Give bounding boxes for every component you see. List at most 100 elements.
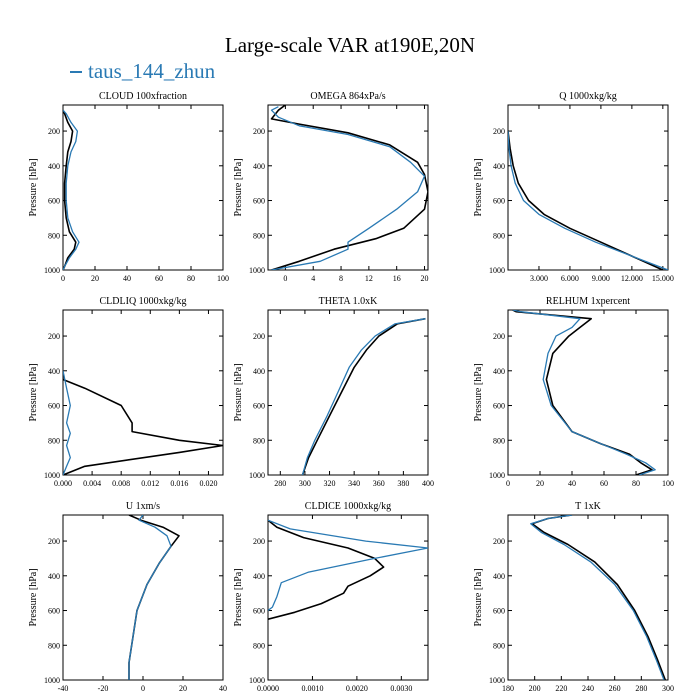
panel-frame xyxy=(267,309,429,476)
panel-title: CLDLIQ 1000xkg/kg xyxy=(100,296,187,307)
x-tick-label: -40 xyxy=(58,684,69,693)
panel-frame xyxy=(507,104,669,271)
y-tick-label: 200 xyxy=(48,332,60,341)
series-line-model xyxy=(301,317,426,475)
x-tick-label: 0 xyxy=(506,479,510,488)
panel-title: Q 1000xkg/kg xyxy=(559,91,617,102)
legend-label: taus_144_zhun xyxy=(88,59,216,83)
y-axis-label: Pressure [hPa] xyxy=(28,568,39,626)
series-line-model xyxy=(508,131,664,270)
y-tick-label: 1000 xyxy=(44,676,60,685)
x-tick-label: 40 xyxy=(123,274,131,283)
y-tick-label: 600 xyxy=(48,197,60,206)
x-tick-label: -20 xyxy=(98,684,109,693)
x-tick-label: 0 xyxy=(141,684,145,693)
panel-title: RELHUM 1xpercent xyxy=(546,296,630,307)
y-tick-label: 200 xyxy=(253,537,265,546)
panel-frame xyxy=(267,514,429,681)
y-tick-label: 200 xyxy=(493,127,505,136)
x-tick-label: 200 xyxy=(529,684,541,693)
x-tick-label: 0.0020 xyxy=(346,684,368,693)
y-tick-label: 800 xyxy=(48,436,60,445)
y-tick-label: 800 xyxy=(253,231,265,240)
x-tick-label: 0.0000 xyxy=(257,684,279,693)
series-line-model xyxy=(270,105,428,270)
series-line-model xyxy=(268,519,385,620)
x-tick-label: 180 xyxy=(502,684,514,693)
x-tick-label: 8 xyxy=(339,274,343,283)
y-tick-label: 1000 xyxy=(249,676,265,685)
panel-title: U 1xm/s xyxy=(126,501,160,512)
y-axis-label: Pressure [hPa] xyxy=(473,158,484,216)
x-tick-label: 12.000 xyxy=(621,274,643,283)
x-tick-label: 0.000 xyxy=(54,479,72,488)
y-tick-label: 800 xyxy=(493,231,505,240)
y-axis-label: Pressure [hPa] xyxy=(233,363,244,421)
y-tick-label: 400 xyxy=(48,367,60,376)
legend-line-swatch xyxy=(70,70,82,73)
panel-8: CLDICE 1000xkg/kg Pressure [hPa] 200 400 600… xyxy=(233,501,429,693)
y-tick-label: 200 xyxy=(253,332,265,341)
y-tick-label: 400 xyxy=(493,572,505,581)
x-tick-label: 16 xyxy=(393,274,401,283)
panel-title: THETA 1.0xK xyxy=(319,296,378,307)
x-tick-label: 280 xyxy=(635,684,647,693)
series-line-model xyxy=(531,515,667,680)
y-tick-label: 200 xyxy=(48,127,60,136)
panel-3: Q 1000xkg/kg Pressure [hPa] 200 400 600 800 10… xyxy=(473,91,674,283)
x-tick-label: 340 xyxy=(348,479,360,488)
y-tick-label: 800 xyxy=(253,436,265,445)
x-tick-label: 300 xyxy=(662,684,674,693)
x-tick-label: 0 xyxy=(283,274,287,283)
y-tick-label: 800 xyxy=(253,641,265,650)
y-tick-label: 1000 xyxy=(44,471,60,480)
y-tick-label: 200 xyxy=(493,332,505,341)
y-axis-label: Pressure [hPa] xyxy=(233,568,244,626)
y-axis-label: Pressure [hPa] xyxy=(28,158,39,216)
y-tick-label: 200 xyxy=(253,127,265,136)
x-tick-label: 0.004 xyxy=(83,479,101,488)
x-tick-label: 40 xyxy=(219,684,227,693)
y-tick-label: 400 xyxy=(48,572,60,581)
x-tick-label: 15.000 xyxy=(652,274,674,283)
y-tick-label: 600 xyxy=(493,197,505,206)
y-tick-label: 600 xyxy=(253,607,265,616)
y-tick-label: 600 xyxy=(493,607,505,616)
y-tick-label: 800 xyxy=(48,641,60,650)
x-tick-label: 100 xyxy=(662,479,674,488)
y-tick-label: 400 xyxy=(493,367,505,376)
y-tick-label: 400 xyxy=(493,162,505,171)
y-tick-label: 1000 xyxy=(249,471,265,480)
x-tick-label: 0.016 xyxy=(170,479,188,488)
y-tick-label: 600 xyxy=(253,402,265,411)
series-line-obs xyxy=(530,515,665,680)
series-line-obs xyxy=(128,515,172,680)
x-tick-label: 360 xyxy=(373,479,385,488)
y-tick-label: 1000 xyxy=(249,266,265,275)
series-line-obs xyxy=(63,370,71,475)
figure-title: Large-scale VAR at190E,20N xyxy=(224,33,476,57)
y-tick-label: 400 xyxy=(253,162,265,171)
series-line-model xyxy=(63,109,77,270)
x-tick-label: 0.012 xyxy=(141,479,159,488)
x-tick-label: 80 xyxy=(187,274,195,283)
y-tick-label: 1000 xyxy=(489,266,505,275)
x-tick-label: 6.000 xyxy=(561,274,579,283)
x-tick-label: 0.020 xyxy=(199,479,217,488)
y-tick-label: 600 xyxy=(48,402,60,411)
y-tick-label: 400 xyxy=(253,367,265,376)
x-tick-label: 0.008 xyxy=(112,479,130,488)
y-tick-label: 800 xyxy=(48,231,60,240)
y-axis-label: Pressure [hPa] xyxy=(473,568,484,626)
legend: taus_144_zhun xyxy=(70,59,215,84)
x-tick-label: 20 xyxy=(179,684,187,693)
x-tick-label: 100 xyxy=(217,274,229,283)
x-tick-label: 40 xyxy=(568,479,576,488)
y-tick-label: 800 xyxy=(493,436,505,445)
x-tick-label: 380 xyxy=(397,479,409,488)
